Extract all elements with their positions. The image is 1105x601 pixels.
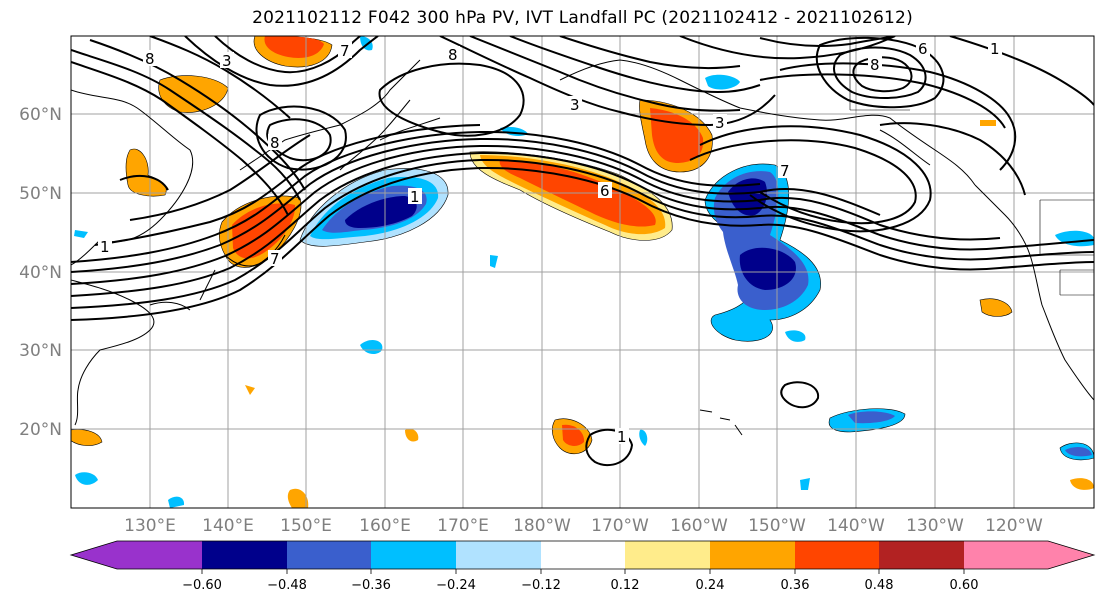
colorbar-swatch bbox=[117, 541, 202, 569]
lon-label: 170°W bbox=[591, 516, 649, 536]
contour-label: 6 bbox=[600, 182, 610, 200]
lon-label: 140°W bbox=[827, 516, 885, 536]
contour-label: 1 bbox=[100, 238, 110, 256]
map-frame bbox=[70, 35, 1095, 509]
lon-label: 150°E bbox=[280, 516, 332, 536]
colorbar-swatch bbox=[710, 541, 795, 569]
colorbar-swatch bbox=[795, 541, 879, 569]
colorbar-label: −0.48 bbox=[267, 578, 307, 593]
colorbar-swatch bbox=[202, 541, 287, 569]
contour-label: 1 bbox=[990, 40, 1000, 58]
lat-label: 30°N bbox=[19, 341, 62, 361]
lat-label: 60°N bbox=[19, 105, 62, 125]
colorbar-label: 0.24 bbox=[696, 578, 725, 593]
contour-label: 8 bbox=[145, 50, 155, 68]
latitude-labels: 60°N 50°N 40°N 30°N 20°N bbox=[19, 105, 62, 440]
contour-label: 3 bbox=[715, 114, 725, 132]
contour-label: 7 bbox=[340, 42, 350, 60]
negative-pv-anomalies bbox=[74, 36, 1094, 508]
lon-label: 180°W bbox=[513, 516, 571, 536]
lon-label: 120°W bbox=[985, 516, 1043, 536]
contour-label: 1 bbox=[617, 428, 627, 446]
contour-label: 7 bbox=[780, 162, 790, 180]
lon-label: 130°W bbox=[906, 516, 964, 536]
colorbar-label: 0.60 bbox=[950, 578, 979, 593]
lon-label: 160°E bbox=[359, 516, 411, 536]
contour-labels: 8 1 3 8 7 1 7 8 6 3 6 8 1 3 bbox=[98, 40, 1002, 446]
contour-label: 7 bbox=[270, 250, 280, 268]
colorbar-label: −0.24 bbox=[436, 578, 476, 593]
lon-label: 130°E bbox=[124, 516, 176, 536]
lon-label: 160°W bbox=[670, 516, 728, 536]
contour-label: 8 bbox=[270, 134, 280, 152]
colorbar-swatch bbox=[879, 541, 964, 569]
colorbar-label: 0.36 bbox=[781, 578, 810, 593]
colorbar-label: −0.36 bbox=[351, 578, 391, 593]
lon-label: 150°W bbox=[748, 516, 806, 536]
colorbar-label: 0.12 bbox=[611, 578, 640, 593]
lon-label: 170°E bbox=[437, 516, 489, 536]
colorbar-outline bbox=[69, 540, 1096, 570]
longitude-labels: 130°E 140°E 150°E 160°E 170°E 180°W 170°… bbox=[124, 516, 1043, 536]
colorbar-swatch bbox=[625, 541, 710, 569]
colorbar-label: 0.48 bbox=[865, 578, 894, 593]
contour-label: 8 bbox=[448, 46, 458, 64]
contour-label: 6 bbox=[918, 40, 928, 58]
lon-label: 140°E bbox=[202, 516, 254, 536]
contour-label: 1 bbox=[410, 188, 420, 206]
contour-label: 3 bbox=[222, 52, 232, 70]
colorbar-swatch bbox=[287, 541, 371, 569]
colorbar-label: −0.12 bbox=[521, 578, 561, 593]
contour-label: 3 bbox=[570, 96, 580, 114]
colorbar-swatch bbox=[371, 541, 456, 569]
borders bbox=[849, 36, 1094, 296]
colorbar-swatch bbox=[456, 541, 541, 569]
colorbar-extend-low bbox=[71, 541, 117, 569]
colorbar-extend-high bbox=[1048, 541, 1094, 569]
lat-label: 20°N bbox=[19, 420, 62, 440]
chart-title: 2021102112 F042 300 hPa PV, IVT Landfall… bbox=[252, 8, 913, 28]
lat-label: 40°N bbox=[19, 263, 62, 283]
colorbar: −0.60 −0.48 −0.36 −0.24 −0.12 0.12 0.24 … bbox=[69, 540, 1096, 593]
colorbar-label: −0.60 bbox=[182, 578, 222, 593]
positive-pv-anomalies bbox=[71, 36, 1094, 508]
lat-label: 50°N bbox=[19, 184, 62, 204]
colorbar-swatch bbox=[964, 541, 1048, 569]
colorbar-swatch bbox=[541, 541, 625, 569]
contour-label: 8 bbox=[870, 56, 880, 74]
